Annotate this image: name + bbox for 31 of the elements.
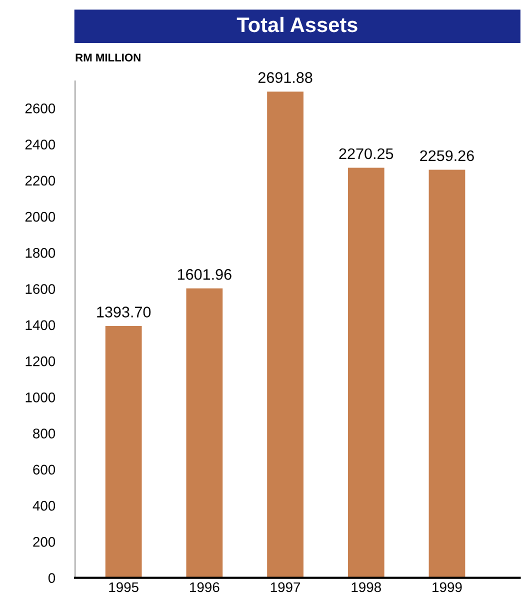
y-tick-label: 1000 [26, 392, 56, 402]
data-label: 1393.70 [97, 306, 151, 318]
data-label: 2691.88 [258, 72, 312, 83]
x-tick-label: 1999 [432, 582, 462, 592]
y-tick-label: 2400 [25, 140, 56, 150]
x-tick-label: 1998 [352, 582, 381, 592]
data-label: 2259.26 [420, 150, 474, 162]
bar [105, 326, 142, 578]
data-label: 2270.25 [339, 148, 394, 160]
y-tick-label: 200 [33, 536, 56, 547]
data-label: 1601.96 [178, 269, 232, 280]
y-tick-label: 600 [33, 464, 56, 475]
y-tick-label: 400 [32, 500, 56, 511]
y-tick-label: 1800 [26, 248, 56, 258]
bar [267, 92, 304, 578]
x-tick-label: 1995 [109, 582, 138, 592]
y-tick-label: 1200 [26, 356, 56, 366]
x-tick-label: 1996 [190, 582, 220, 592]
bar [348, 168, 384, 578]
bar [428, 170, 466, 578]
y-tick-label: 0 [48, 573, 56, 583]
y-axis-title: RM MILLION [76, 54, 140, 62]
y-tick-label: 2000 [25, 212, 56, 222]
y-tick-label: 800 [33, 428, 56, 438]
chart-title: Total Assets [236, 16, 358, 32]
y-tick-label: 2600 [25, 103, 56, 114]
y-tick-label: 1600 [26, 284, 56, 294]
x-tick-label: 1997 [270, 582, 300, 592]
bar [186, 288, 223, 578]
y-tick-label: 1400 [26, 320, 56, 330]
y-tick-label: 2200 [25, 176, 56, 186]
